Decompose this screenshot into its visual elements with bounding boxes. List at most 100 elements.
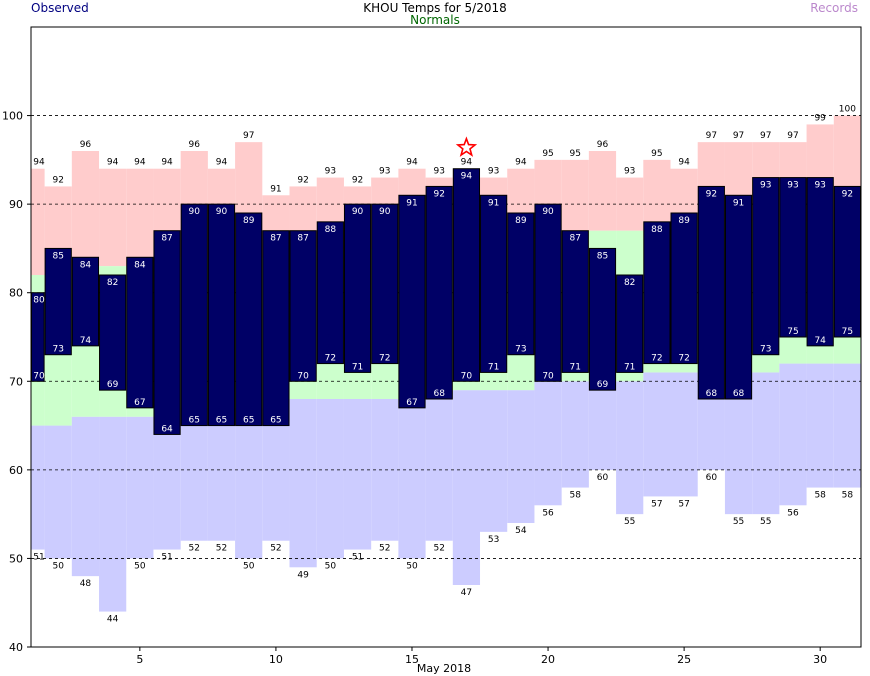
record-high-band — [561, 159, 589, 231]
record-low-band — [71, 416, 100, 577]
record-high-label: 92 — [52, 175, 63, 185]
observed-high-label: 93 — [787, 181, 798, 191]
record-low-label: 55 — [760, 517, 771, 527]
observed-low-label: 69 — [107, 380, 119, 390]
observed-high-label: 91 — [488, 198, 499, 208]
record-low-band — [670, 372, 698, 497]
observed-low-label: 68 — [706, 389, 718, 399]
record-low-band — [44, 425, 72, 559]
record-high-band — [588, 151, 617, 231]
observed-low-label: 64 — [161, 424, 173, 434]
x-tick-label: 15 — [405, 653, 419, 666]
record-low-band — [534, 381, 562, 506]
record-low-band — [289, 399, 317, 568]
record-low-band — [616, 381, 644, 515]
x-tick-label: 20 — [541, 653, 555, 666]
observed-high-label: 91 — [733, 198, 744, 208]
record-low-label: 52 — [270, 544, 281, 554]
observed-low-label: 74 — [814, 336, 826, 346]
observed-bar — [262, 230, 290, 427]
record-high-label: 94 — [161, 158, 173, 168]
record-low-label: 56 — [787, 508, 799, 518]
record-high-label: 99 — [814, 113, 826, 123]
observed-low-label: 70 — [297, 371, 309, 381]
observed-high-label: 93 — [814, 181, 825, 191]
record-high-label: 93 — [325, 167, 336, 177]
record-low-band — [561, 381, 589, 488]
x-axis-label: May 2018 — [417, 662, 471, 675]
plot-frame — [30, 26, 862, 648]
record-low-label: 55 — [733, 517, 744, 527]
observed-low-label: 71 — [570, 362, 581, 372]
observed-bar — [779, 177, 807, 338]
observed-high-label: 92 — [433, 189, 444, 199]
record-low-band — [643, 372, 671, 497]
record-high-label: 97 — [760, 131, 771, 141]
observed-bar — [371, 203, 399, 365]
observed-bar — [806, 177, 834, 347]
record-low-band — [207, 407, 236, 541]
record-low-label: 51 — [352, 553, 363, 563]
record-low-label: 52 — [433, 544, 444, 554]
observed-low-label: 74 — [80, 336, 92, 346]
chart-title: KHOU Temps for 5/2018 — [363, 1, 507, 15]
record-low-label: 52 — [216, 544, 227, 554]
record-low-label: 47 — [461, 588, 472, 598]
record-high-label: 94 — [406, 158, 418, 168]
y-tick-label: 100 — [2, 110, 23, 123]
record-high-label: 93 — [488, 167, 499, 177]
observed-low-label: 71 — [488, 362, 499, 372]
x-tick-label: 25 — [677, 653, 691, 666]
observed-bar — [561, 230, 589, 373]
observed-bar — [724, 194, 753, 400]
observed-low-label: 70 — [542, 371, 554, 381]
record-low-label: 54 — [515, 526, 527, 536]
observed-low-label: 68 — [433, 389, 445, 399]
observed-low-label: 65 — [216, 416, 227, 426]
observed-bar — [71, 256, 100, 347]
observed-low-label: 69 — [597, 380, 609, 390]
observed-bar — [153, 230, 181, 435]
record-low-label: 51 — [33, 553, 44, 563]
observed-high-label: 80 — [33, 296, 45, 306]
observed-high-label: 84 — [134, 260, 146, 270]
record-high-label: 94 — [515, 158, 527, 168]
y-tick-label: 40 — [9, 641, 23, 654]
record-low-band — [480, 390, 508, 532]
record-low-label: 51 — [161, 553, 172, 563]
record-high-label: 97 — [733, 131, 744, 141]
legend-normals: Normals — [410, 13, 460, 27]
record-high-label: 95 — [651, 149, 662, 159]
record-low-label: 57 — [651, 499, 662, 509]
record-low-label: 50 — [243, 561, 255, 571]
record-low-band — [398, 399, 426, 559]
observed-low-label: 75 — [787, 327, 798, 337]
record-high-label: 92 — [352, 175, 363, 185]
observed-bar — [697, 185, 725, 400]
observed-low-label: 75 — [842, 327, 853, 337]
observed-bar — [99, 274, 127, 391]
observed-high-label: 92 — [706, 189, 717, 199]
observed-high-label: 92 — [842, 189, 853, 199]
observed-high-label: 88 — [325, 225, 337, 235]
axes: 40 50 60 70 80 90 100 5 10 15 20 25 30 May 2018 — [2, 26, 862, 675]
record-low-label: 50 — [52, 561, 64, 571]
record-low-band — [180, 407, 208, 541]
y-tick-label: 60 — [9, 464, 23, 477]
observed-bar — [31, 292, 45, 382]
observed-bar — [833, 185, 861, 338]
record-low-band — [235, 407, 263, 559]
observed-bar — [643, 221, 671, 365]
observed-low-label: 73 — [52, 345, 63, 355]
record-high-label: 96 — [80, 140, 92, 150]
record-low-label: 49 — [297, 570, 309, 580]
observed-bar — [534, 203, 562, 382]
record-low-band — [262, 407, 290, 541]
y-tick-label: 80 — [9, 287, 23, 300]
observed-low-label: 73 — [760, 345, 771, 355]
record-low-label: 55 — [624, 517, 635, 527]
observed-bar — [425, 185, 453, 400]
observed-low-label: 68 — [733, 389, 745, 399]
observed-low-label: 65 — [243, 416, 254, 426]
